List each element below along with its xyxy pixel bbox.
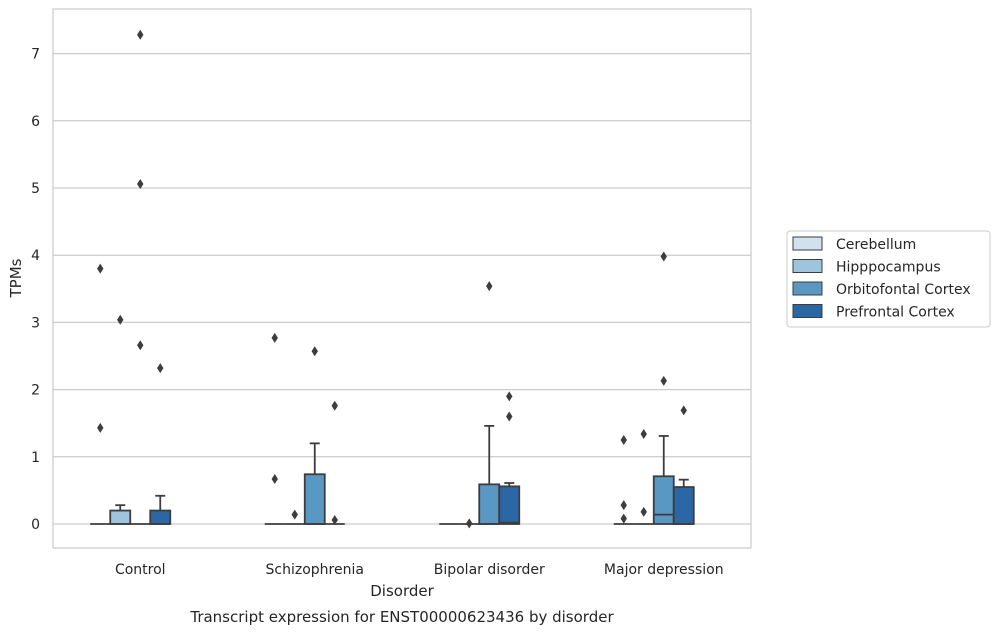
outlier-point — [331, 514, 338, 525]
y-axis-label: TPMs — [7, 258, 25, 298]
outlier-point — [137, 340, 144, 351]
y-tick-label: 4 — [31, 248, 40, 264]
chart-caption: Transcript expression for ENST0000062343… — [189, 608, 614, 626]
outlier-point — [680, 405, 687, 416]
y-tick-label: 0 — [31, 517, 40, 533]
box-body — [478, 483, 501, 525]
outlier-point — [466, 518, 473, 529]
outlier-point — [311, 346, 318, 357]
box-body — [652, 475, 675, 525]
outlier-points — [97, 29, 687, 529]
plot-frame — [52, 8, 752, 549]
outlier-point — [486, 281, 493, 292]
plot-background — [53, 9, 751, 548]
outlier-point — [271, 332, 278, 343]
legend: Cerebellum Hipppocampus Orbitofontal Corte… — [786, 230, 991, 328]
legend-swatch — [792, 281, 823, 296]
outlier-point — [620, 500, 627, 511]
outlier-point — [331, 400, 338, 411]
x-tick-label: Control — [115, 562, 166, 578]
box-body — [109, 509, 132, 525]
y-tick-label: 1 — [31, 450, 40, 466]
outlier-point — [620, 513, 627, 524]
outlier-point — [506, 411, 513, 422]
y-tick-label: 5 — [31, 181, 40, 197]
x-tick-label: Schizophrenia — [266, 562, 364, 578]
legend-label: Cerebellum — [836, 237, 916, 253]
box-prefrontal-cortex — [149, 494, 172, 525]
legend-label: Orbitofontal Cortex — [836, 282, 971, 298]
legend-label: Hipppocampus — [836, 260, 941, 276]
outlier-point — [97, 422, 104, 433]
outlier-point — [660, 251, 667, 262]
y-tick-label: 6 — [31, 114, 40, 130]
x-tick-label: Bipolar disorder — [434, 562, 545, 578]
x-tick-labels: Control Schizophrenia Bipolar disorder Majo… — [115, 562, 724, 578]
outlier-point — [137, 178, 144, 189]
box-hipppocampus — [109, 504, 132, 525]
y-tick-label: 3 — [31, 315, 40, 331]
outlier-point — [620, 435, 627, 445]
box-groups — [90, 424, 695, 525]
legend-swatch — [792, 259, 823, 273]
legend-swatch — [792, 304, 823, 318]
x-axis-label: Disorder — [370, 582, 434, 600]
legend-frame — [786, 230, 991, 328]
box-body — [303, 473, 326, 525]
outlier-point — [271, 473, 278, 484]
outlier-point — [137, 29, 144, 40]
y-tick-label: 7 — [31, 47, 40, 63]
x-tick-label: Major depression — [604, 562, 724, 578]
y-tick-labels: 0 1 2 3 4 5 6 7 — [31, 47, 40, 533]
outlier-point — [506, 391, 513, 402]
box-body — [672, 486, 695, 525]
box-prefrontal-cortex — [498, 482, 521, 525]
box-body — [498, 485, 521, 525]
outlier-point — [157, 363, 164, 374]
outlier-point — [117, 314, 124, 325]
outlier-point — [660, 375, 667, 386]
y-tick-label: 2 — [31, 383, 40, 399]
grid-lines — [53, 52, 751, 525]
outlier-point — [640, 506, 647, 517]
box-body — [149, 509, 172, 525]
outlier-point — [97, 263, 104, 274]
box-prefrontal-cortex — [672, 478, 695, 525]
box-orbitofontal-cortex — [303, 442, 326, 525]
legend-label: Prefrontal Cortex — [836, 305, 955, 321]
outlier-point — [291, 509, 298, 520]
legend-swatch — [792, 236, 823, 251]
outlier-point — [640, 428, 647, 439]
